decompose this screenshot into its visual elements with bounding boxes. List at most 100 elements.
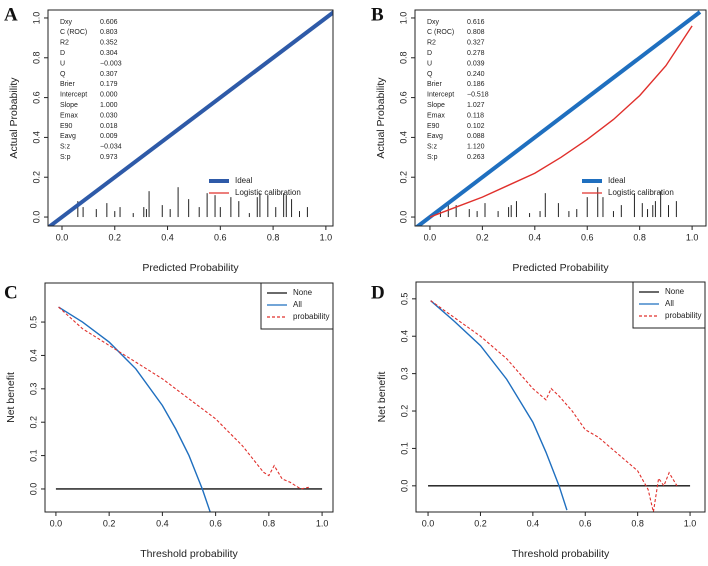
y-tick-label: 0.2 [399,405,409,418]
x-tick-label: 0.2 [103,518,116,528]
stat-value: 0.808 [467,29,485,36]
y-axis-label: Actual Probability [8,77,20,159]
stat-value: 0.088 [467,133,485,140]
stat-label: R2 [427,40,436,47]
y-tick-label: 0.0 [31,211,41,224]
y-tick-label: 0.1 [28,449,38,462]
stat-value: 0.030 [100,112,118,119]
series-line [429,25,693,218]
x-axis-label: Threshold probability [140,548,238,560]
x-tick-label: 0.0 [50,518,63,528]
stat-label: Q [427,71,433,78]
x-axis-label: Predicted Probability [142,262,239,274]
y-tick-label: 0.6 [398,91,408,104]
x-tick-label: 0.4 [529,232,542,242]
panel-letter: D [371,282,385,303]
frame [414,9,707,227]
stat-value: 0.018 [100,123,118,130]
stat-value: 0.179 [100,81,118,88]
y-tick-label: 0.0 [28,483,38,496]
x-tick-label: 0.8 [263,518,276,528]
x-tick-label: 1.0 [316,518,329,528]
stat-value: 0.102 [467,123,485,130]
frame [47,9,334,227]
y-tick-label: 0.4 [398,131,408,144]
panel: C 0.0 0.2 0.4 0.6 0.8 1.0 0.0 0.1 0.2 0.3 0.4 0.5 Thr… [4,282,334,560]
stat-value: −0.518 [467,92,489,99]
stat-value: 0.240 [467,71,485,78]
plot-area [415,10,702,226]
stat-value: 1.120 [467,144,485,151]
stat-value: 0.000 [100,92,118,99]
stat-value: 1.027 [467,102,485,109]
legend-label: None [665,287,685,296]
stat-value: 0.307 [100,71,118,78]
stat-label: D [427,50,432,57]
y-tick-label: 0.2 [398,171,408,184]
y-tick-label: 0.8 [398,52,408,65]
stat-value: −0.003 [100,60,122,67]
stat-value: 0.606 [100,19,118,26]
x-tick-label: 0.2 [474,518,487,528]
stat-label: Emax [60,112,78,119]
x-tick-label: 0.4 [156,518,169,528]
stat-value: 0.278 [467,50,485,57]
x-tick-label: 0.0 [422,518,435,528]
panel-letter: A [4,4,18,25]
y-tick-label: 0.3 [399,367,409,380]
stat-label: Emax [427,112,445,119]
y-tick-label: 0.4 [28,349,38,362]
x-tick-label: 0.8 [633,232,646,242]
stat-label: E90 [427,123,440,130]
stat-label: Brier [427,81,442,88]
legend-label: All [665,299,674,308]
y-tick-label: 0.1 [399,442,409,455]
stat-label: D [60,50,65,57]
frame [44,282,334,513]
stat-value: −0.034 [100,144,122,151]
stat-value: 0.803 [100,29,118,36]
stat-label: C (ROC) [427,29,454,36]
y-tick-label: 1.0 [31,12,41,25]
series-line [415,10,702,226]
y-tick-label: 0.6 [31,91,41,104]
plot-area [48,10,333,226]
stat-value: 0.352 [100,40,118,47]
x-tick-label: 0.6 [214,232,227,242]
panel: B 0.0 0.2 0.4 0.6 0.8 1.0 0.0 0.2 0.4 0.6 0.8 1.0 Pre… [371,4,707,274]
y-tick-label: 0.3 [28,383,38,396]
legend-label: Ideal [235,176,253,185]
stat-label: S:z [60,144,71,151]
legend-label: Logistic calibration [608,188,674,197]
panel-letter: B [371,4,384,25]
x-tick-label: 1.0 [320,232,333,242]
x-tick-label: 0.4 [161,232,174,242]
series-line [58,306,309,490]
stat-value: 0.263 [467,154,485,161]
legend-box [632,281,706,329]
x-tick-label: 0.8 [631,518,644,528]
y-tick-label: 0.2 [31,171,41,184]
stat-label: C (ROC) [60,29,87,36]
panel: A 0.0 0.2 0.4 0.6 0.8 1.0 0.0 0.2 0.4 0.6 0.8 1.0 Pre… [4,4,334,274]
stat-label: Slope [427,102,445,109]
stat-label: R2 [60,40,69,47]
y-tick-label: 0.8 [31,52,41,65]
legend-label: probability [665,311,701,320]
stat-label: E90 [60,123,73,130]
stat-value: 0.009 [100,133,118,140]
stat-value: 1.000 [100,102,118,109]
stat-label: S:z [427,144,438,151]
stat-value: 0.118 [467,112,484,119]
stat-label: Q [60,71,66,78]
stat-value: 0.039 [467,60,485,67]
stat-label: Dxy [427,19,440,26]
series-line [430,300,568,511]
stat-label: Eavg [427,133,443,140]
stat-value: 0.973 [100,154,118,161]
y-tick-label: 0.5 [28,316,38,329]
y-tick-label: 1.0 [398,12,408,25]
legend-box [260,282,334,330]
stat-value: 0.616 [467,19,485,26]
legend-label: None [293,288,313,297]
